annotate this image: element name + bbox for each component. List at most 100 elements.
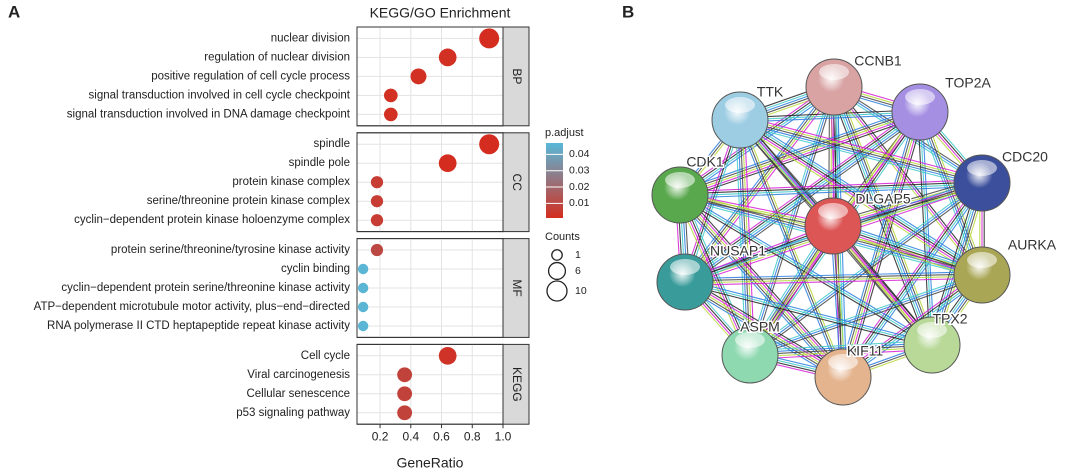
legend-label: 10: [575, 285, 587, 297]
edge: [684, 283, 932, 348]
y-tick-label: Viral carcinogenesis: [247, 369, 350, 381]
dot: [370, 195, 384, 208]
size-key: [547, 261, 567, 281]
edge: [679, 179, 982, 193]
node-label: CDC20: [1002, 149, 1048, 165]
edge: [678, 196, 932, 348]
edge: [737, 120, 842, 379]
dot: [357, 263, 369, 275]
edge: [748, 180, 982, 354]
edge: [738, 121, 982, 278]
dot: [357, 301, 369, 313]
edge: [833, 86, 983, 276]
edge: [680, 192, 934, 344]
y-tick-label: serine/threonine protein kinase complex: [147, 195, 351, 207]
legend-label: 0.03: [569, 164, 590, 176]
dot: [410, 68, 427, 85]
y-tick-label: spindle: [314, 138, 350, 150]
node-label: TOP2A: [945, 75, 991, 91]
dot: [357, 320, 369, 332]
x-tick-label: 0.4: [402, 429, 419, 443]
dot: [370, 176, 384, 189]
edge: [685, 113, 922, 285]
node-highlight: [665, 172, 695, 188]
y-tick-label: nuclear division: [271, 32, 350, 44]
edge: [682, 193, 754, 354]
dot: [397, 367, 413, 383]
y-tick-label: cyclin binding: [281, 263, 350, 275]
node-highlight: [670, 259, 700, 275]
node-highlight: [967, 252, 997, 268]
edge: [739, 111, 921, 121]
node-label: DLGAP5: [855, 191, 910, 207]
edge: [740, 117, 983, 182]
edge: [681, 193, 846, 376]
facet-label: BP: [510, 68, 524, 84]
edge: [684, 281, 933, 346]
dot: [397, 405, 413, 421]
panel-label: A: [8, 2, 20, 21]
edge: [739, 119, 983, 184]
node-label: KIF11: [847, 343, 884, 359]
edge: [922, 110, 986, 275]
edge: [687, 88, 838, 285]
edge: [680, 194, 752, 355]
facet-strip: [502, 26, 530, 127]
facet-strip: [502, 343, 530, 425]
node-highlight: [818, 203, 848, 219]
y-tick-label: ATP−dependent microtubule motor activity…: [34, 301, 350, 313]
dot: [438, 346, 457, 365]
edge: [679, 109, 920, 194]
y-tick-label: Cell cycle: [301, 350, 350, 362]
facet-strip: [502, 132, 530, 233]
node-highlight: [967, 160, 997, 176]
edge: [738, 123, 982, 188]
edge: [682, 119, 739, 282]
x-tick-label: 0.8: [464, 429, 481, 443]
edge: [740, 113, 921, 123]
edge: [740, 117, 984, 274]
edge: [743, 119, 755, 355]
node-highlight: [905, 89, 935, 105]
dot: [357, 282, 369, 294]
dot: [383, 88, 398, 103]
edge: [677, 196, 842, 379]
node-highlight: [819, 64, 849, 80]
legend-label: 1: [575, 249, 581, 261]
dot: [479, 134, 500, 155]
y-tick-label: protein serine/threonine/tyrosine kinase…: [111, 244, 350, 256]
edge: [679, 194, 933, 346]
legend-label: 0.04: [569, 148, 590, 160]
node-label: NUSAP1: [710, 243, 766, 259]
dot: [479, 28, 500, 49]
y-tick-label: signal transduction involved in cell cyc…: [89, 89, 351, 101]
edge: [680, 185, 983, 199]
dot: [370, 243, 384, 257]
network: CCNB1 TOP2A TTK CDC20 CDK1 DLGAP5 AURKA NUSAP1 T…: [651, 51, 1058, 406]
y-tick-label: regulation of nuclear division: [204, 51, 350, 63]
panel-label: B: [622, 2, 634, 21]
edge: [735, 120, 747, 356]
edge: [684, 119, 741, 283]
node-label: CDK1: [686, 154, 724, 170]
y-tick-label: positive regulation of cell cycle proces…: [151, 70, 350, 82]
facet-label: KEGG: [510, 367, 524, 402]
size-key: [551, 249, 563, 261]
x-tick-label: 1.0: [495, 429, 512, 443]
node-highlight: [828, 354, 858, 370]
edge: [921, 111, 935, 345]
edge: [741, 118, 846, 377]
edge: [918, 112, 982, 276]
edge: [678, 195, 750, 356]
edge: [749, 182, 983, 356]
legend-label: 0.01: [569, 197, 590, 209]
edge: [684, 271, 982, 280]
dot: [397, 386, 413, 402]
edge: [739, 119, 983, 276]
facet-strip: [502, 238, 530, 338]
edge: [685, 275, 983, 284]
edge: [685, 279, 845, 376]
edge: [840, 271, 981, 375]
legend-label: 6: [575, 265, 581, 277]
edge: [749, 342, 932, 354]
